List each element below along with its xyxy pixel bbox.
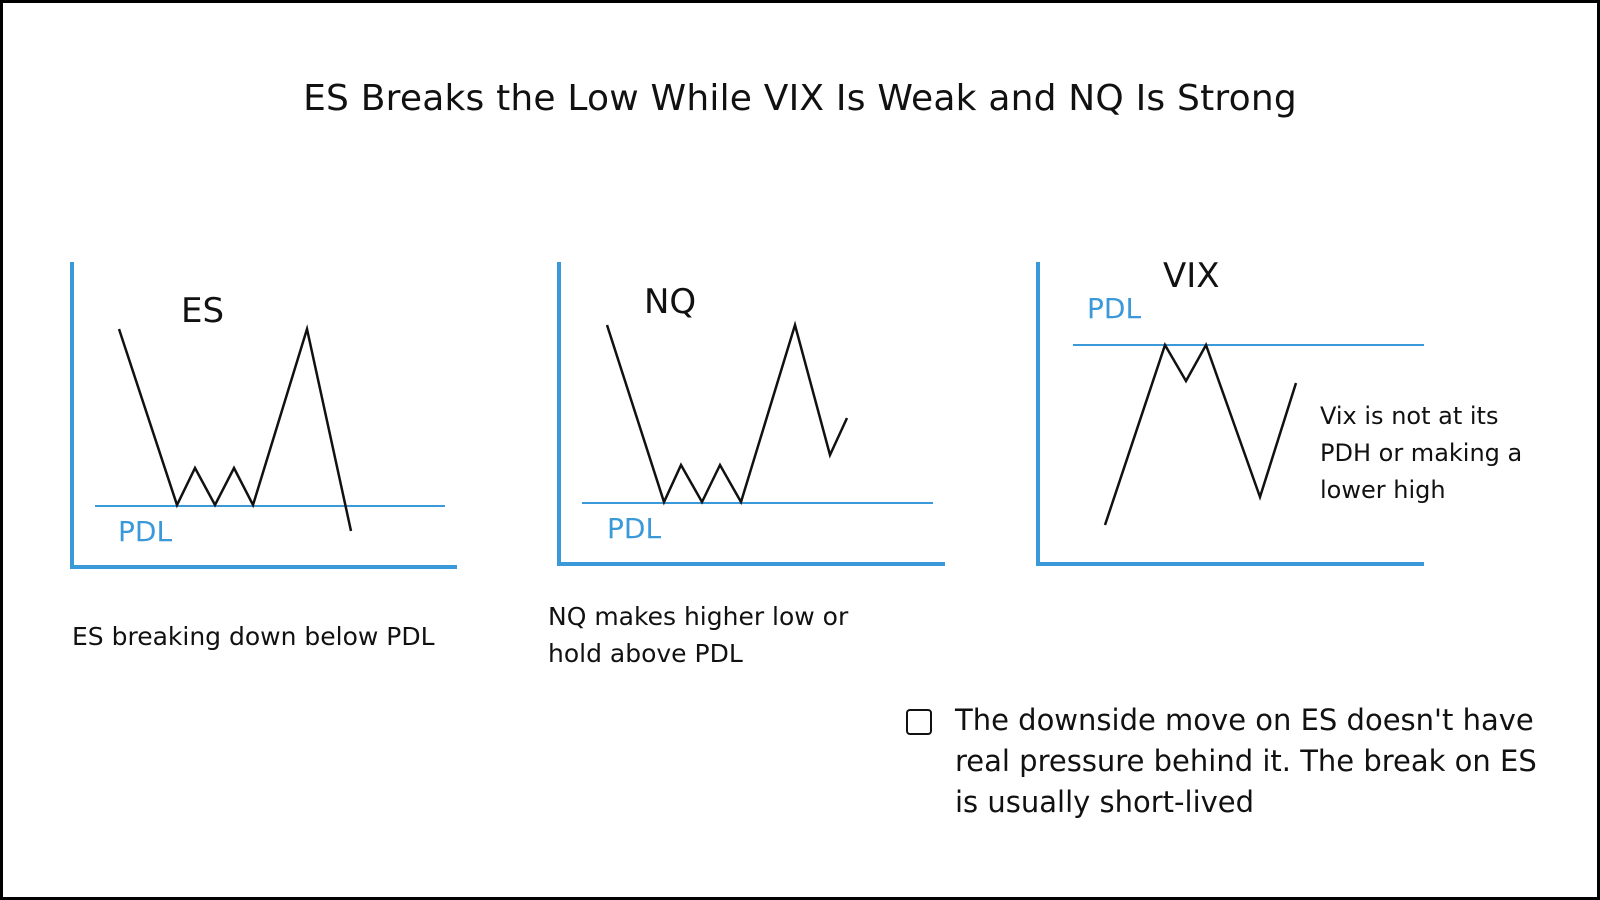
vix-pdl-label: PDL — [1087, 292, 1141, 325]
nq-price-path — [605, 320, 849, 506]
es-price-path — [117, 324, 353, 532]
es-caption: ES breaking down below PDL — [72, 622, 435, 651]
vix-price-path — [1103, 341, 1298, 526]
nq-caption: NQ makes higher low or hold above PDL — [548, 602, 849, 668]
nq-pdl-label: PDL — [607, 512, 661, 545]
nq-axis — [557, 262, 945, 566]
es-panel: ES PDL — [70, 262, 457, 569]
vix-label: VIX — [1163, 256, 1220, 296]
es-axis — [70, 262, 457, 569]
diagram-title: ES Breaks the Low While VIX Is Weak and … — [303, 78, 1297, 119]
es-pdl-label: PDL — [118, 515, 172, 548]
note-checkbox[interactable] — [906, 709, 932, 735]
es-label: ES — [181, 291, 224, 331]
note-text: The downside move on ES doesn't have rea… — [955, 703, 1537, 819]
vix-annotation: Vix is not at its PDH or making a lower … — [1320, 402, 1523, 504]
nq-label: NQ — [644, 282, 696, 322]
nq-panel: NQ PDL — [557, 262, 945, 566]
vix-axis — [1036, 262, 1424, 566]
vix-panel: VIX PDL — [1036, 256, 1424, 566]
